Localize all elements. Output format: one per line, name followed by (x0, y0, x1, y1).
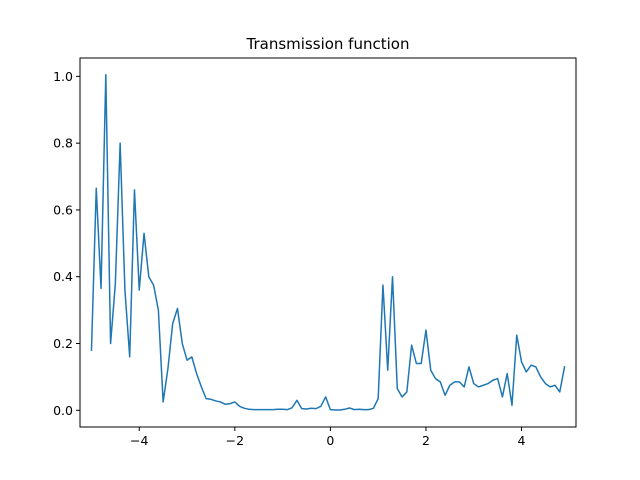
x-axis: −4 −2 0 2 4 (130, 427, 526, 448)
x-tick-label: 0 (326, 433, 334, 448)
y-tick-label: 0.4 (53, 269, 73, 284)
y-tick-label: 0.6 (53, 202, 73, 217)
chart-title: Transmission function (246, 35, 410, 53)
x-tick-label: −4 (130, 433, 148, 448)
plot-area (90, 73, 566, 411)
x-tick-label: −2 (226, 433, 244, 448)
axes-frame (79, 57, 577, 428)
y-tick-label: 1.0 (53, 69, 73, 84)
y-axis: 0.0 0.2 0.4 0.6 0.8 1.0 (53, 69, 80, 418)
y-tick-label: 0.8 (53, 136, 73, 151)
series-line-0 (90, 73, 566, 411)
x-tick-label: 4 (518, 433, 526, 448)
y-tick-label: 0.0 (53, 403, 73, 418)
x-tick-label: 2 (422, 433, 430, 448)
y-tick-label: 0.2 (53, 336, 73, 351)
